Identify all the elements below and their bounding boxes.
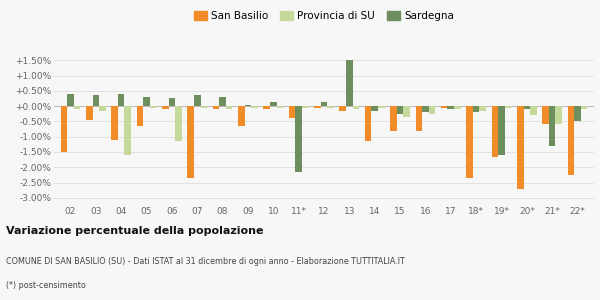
Bar bbox=[150, 106, 157, 108]
Legend: San Basilio, Provincia di SU, Sardegna: San Basilio, Provincia di SU, Sardegna bbox=[190, 6, 458, 25]
Bar bbox=[416, 106, 422, 130]
Bar bbox=[143, 97, 150, 106]
Bar bbox=[505, 106, 511, 108]
Bar bbox=[542, 106, 549, 124]
Bar bbox=[473, 106, 479, 112]
Bar bbox=[251, 106, 258, 108]
Bar bbox=[302, 106, 308, 108]
Bar bbox=[498, 106, 505, 155]
Bar bbox=[226, 106, 232, 109]
Text: COMUNE DI SAN BASILIO (SU) - Dati ISTAT al 31 dicembre di ogni anno - Elaborazio: COMUNE DI SAN BASILIO (SU) - Dati ISTAT … bbox=[6, 257, 405, 266]
Bar bbox=[213, 106, 219, 109]
Bar bbox=[169, 98, 175, 106]
Text: Variazione percentuale della popolazione: Variazione percentuale della popolazione bbox=[6, 226, 263, 236]
Bar bbox=[549, 106, 556, 146]
Bar bbox=[321, 101, 327, 106]
Bar bbox=[491, 106, 498, 157]
Bar bbox=[568, 106, 574, 175]
Bar bbox=[353, 106, 359, 109]
Bar bbox=[162, 106, 169, 109]
Bar bbox=[371, 106, 378, 111]
Bar bbox=[277, 106, 283, 108]
Bar bbox=[263, 106, 270, 109]
Bar bbox=[441, 106, 448, 108]
Bar bbox=[245, 105, 251, 106]
Bar bbox=[111, 106, 118, 140]
Bar bbox=[238, 106, 245, 126]
Bar bbox=[194, 95, 200, 106]
Bar bbox=[403, 106, 410, 117]
Bar bbox=[448, 106, 454, 109]
Bar bbox=[61, 106, 67, 152]
Bar bbox=[429, 106, 435, 114]
Text: (*) post-censimento: (*) post-censimento bbox=[6, 281, 86, 290]
Bar bbox=[74, 106, 80, 109]
Bar bbox=[346, 60, 353, 106]
Bar bbox=[124, 106, 131, 155]
Bar bbox=[187, 106, 194, 178]
Bar bbox=[219, 97, 226, 106]
Bar bbox=[524, 106, 530, 109]
Bar bbox=[556, 106, 562, 124]
Bar bbox=[99, 106, 106, 111]
Bar bbox=[378, 106, 385, 108]
Bar bbox=[422, 106, 429, 112]
Bar bbox=[67, 94, 74, 106]
Bar bbox=[295, 106, 302, 172]
Bar bbox=[397, 106, 403, 114]
Bar bbox=[365, 106, 371, 141]
Bar bbox=[581, 106, 587, 109]
Bar bbox=[270, 101, 277, 106]
Bar bbox=[175, 106, 182, 141]
Bar bbox=[92, 95, 99, 106]
Bar bbox=[200, 106, 207, 108]
Bar bbox=[314, 106, 321, 108]
Bar bbox=[390, 106, 397, 130]
Bar bbox=[466, 106, 473, 178]
Bar bbox=[340, 106, 346, 111]
Bar bbox=[517, 106, 524, 189]
Bar bbox=[118, 94, 124, 106]
Bar bbox=[137, 106, 143, 126]
Bar bbox=[479, 106, 486, 111]
Bar bbox=[530, 106, 537, 115]
Bar bbox=[454, 106, 461, 109]
Bar bbox=[86, 106, 92, 120]
Bar bbox=[289, 106, 295, 118]
Bar bbox=[327, 106, 334, 108]
Bar bbox=[574, 106, 581, 122]
